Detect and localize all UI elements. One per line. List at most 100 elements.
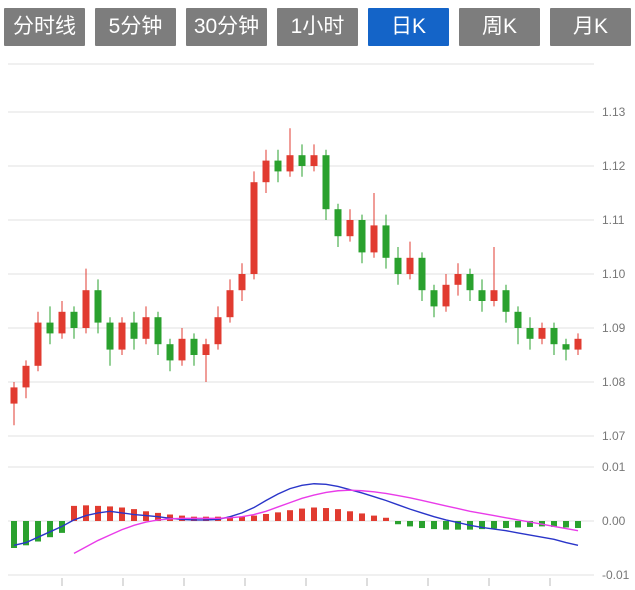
dea-line (73, 489, 579, 555)
macd-bar (287, 510, 293, 521)
candle-body (454, 274, 462, 285)
macd-bar (11, 521, 17, 548)
macd-bar (527, 521, 533, 527)
candle-body (214, 317, 222, 345)
candle-body (82, 290, 90, 328)
candle-body (298, 155, 306, 166)
price-tick-label: 1.07 (602, 429, 626, 443)
macd-bar (419, 521, 425, 529)
candle-body (154, 317, 162, 345)
dif-line (13, 483, 579, 546)
candle-body (190, 338, 198, 355)
macd-bar (119, 507, 125, 521)
candle-body (286, 155, 294, 172)
candle-body (574, 338, 582, 350)
macd-bar (563, 521, 569, 528)
candle-body (178, 338, 186, 361)
candle-body (562, 344, 570, 350)
tab-time-line[interactable]: 分时线 (4, 8, 85, 46)
macd-bar (299, 508, 305, 521)
candle-body (370, 225, 378, 253)
candle-body (514, 311, 522, 328)
candle-body (118, 322, 126, 350)
candle-body (430, 290, 438, 307)
macd-bar (263, 513, 269, 521)
macd-bar (251, 515, 257, 521)
candle-body (34, 322, 42, 366)
candle-body (550, 328, 558, 345)
tab-5min[interactable]: 5分钟 (95, 8, 176, 46)
macd-bar (371, 515, 377, 521)
tab-weekly-k[interactable]: 周K (459, 8, 540, 46)
candle-body (166, 344, 174, 361)
candle-body (238, 274, 246, 291)
candle-body (10, 387, 18, 404)
macd-bar (47, 521, 53, 538)
candle-body (106, 322, 114, 350)
candle-body (418, 257, 426, 291)
candle-body (22, 365, 30, 388)
tab-daily-k[interactable]: 日K (368, 8, 449, 46)
x-axis-ticks (61, 578, 551, 586)
macd-bar (311, 507, 317, 521)
candles (10, 128, 582, 426)
candle-body (346, 220, 354, 237)
candle-body (250, 182, 258, 274)
macd-bar (479, 521, 485, 530)
price-tick-label: 1.13 (602, 105, 626, 119)
price-tick-label: 1.12 (602, 159, 626, 173)
timeframe-toolbar: 分时线 5分钟 30分钟 1小时 日K 周K 月K (4, 8, 631, 46)
candle-body (466, 274, 474, 291)
macd-bar (359, 513, 365, 521)
macd-bar (383, 517, 389, 521)
macd-bar (407, 521, 413, 527)
macd-bar (551, 521, 557, 527)
candle-body (130, 322, 138, 339)
candle-body (58, 311, 66, 334)
candle-body (226, 290, 234, 318)
macd-bar (575, 521, 581, 529)
macd-histogram (11, 505, 581, 548)
macd-bar (23, 521, 29, 546)
tab-30min[interactable]: 30分钟 (186, 8, 267, 46)
macd-bar (107, 506, 113, 521)
candle-body (478, 290, 486, 301)
candle-body (394, 257, 402, 274)
dea-line (73, 489, 579, 555)
candle-body (70, 311, 78, 328)
macd-bar (335, 509, 341, 521)
tab-monthly-k[interactable]: 月K (550, 8, 631, 46)
candle-body (382, 225, 390, 258)
candle-body (142, 317, 150, 339)
macd-bar (455, 521, 461, 530)
macd-tick-label: -0.01 (602, 568, 630, 582)
candle-body (310, 155, 318, 166)
macd-bar (491, 521, 497, 529)
price-tick-label: 1.08 (602, 375, 626, 389)
macd-bar (323, 508, 329, 521)
price-tick-label: 1.10 (602, 267, 626, 281)
macd-bar (275, 512, 281, 521)
macd-bar (239, 516, 245, 521)
candle-body (274, 160, 282, 172)
macd-bar (515, 521, 521, 528)
price-tick-label: 1.09 (602, 321, 626, 335)
macd-bar (83, 505, 89, 521)
candle-body (502, 290, 510, 312)
macd-tick-label: 0.00 (602, 514, 626, 528)
candle-body (538, 328, 546, 339)
macd-bar (347, 511, 353, 521)
candle-body (526, 328, 534, 339)
macd-bar (431, 521, 437, 530)
macd-bar (35, 521, 41, 542)
candle-body (406, 257, 414, 274)
macd-tick-label: 0.01 (602, 460, 626, 474)
candle-body (262, 160, 270, 183)
tab-1hour[interactable]: 1小时 (277, 8, 358, 46)
macd-bar (227, 516, 233, 521)
candle-body (46, 322, 54, 334)
price-tick-label: 1.11 (602, 213, 625, 227)
macd-bar (503, 521, 509, 529)
macd-bar (395, 521, 401, 525)
